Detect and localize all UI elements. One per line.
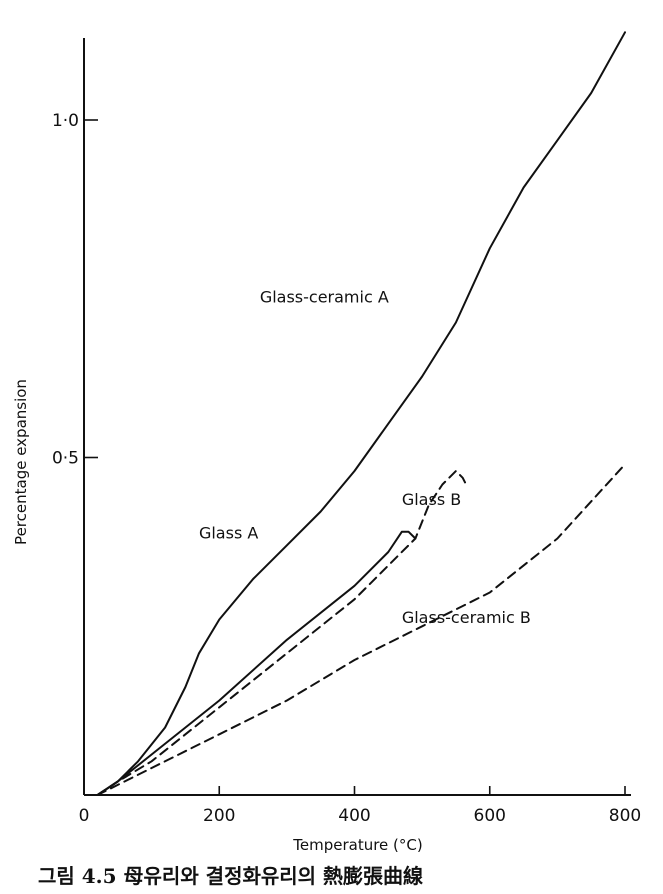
- x-tick-label-400: 400: [338, 806, 370, 826]
- series-lines: [96, 31, 626, 796]
- series-line-glass-b: [96, 470, 468, 796]
- series-line-glass-ceramic-a: [96, 31, 626, 796]
- figure-caption: 그림 4.5 母유리와 결정화유리의 熱膨張曲線: [38, 864, 424, 888]
- series-labels: Glass-ceramic A Glass A Glass B Glass-ceram…: [199, 287, 531, 627]
- y-axis-label: Percentage expansion: [12, 379, 30, 545]
- x-tick-label-200: 200: [203, 806, 235, 826]
- x-axis-label: Temperature (°C): [292, 836, 422, 854]
- axes: [83, 38, 631, 796]
- label-glass-ceramic-b: Glass-ceramic B: [402, 608, 531, 627]
- series-line-glass-a: [96, 530, 417, 796]
- label-glass-ceramic-a: Glass-ceramic A: [260, 287, 389, 306]
- y-tick-label-1: 1·0: [52, 111, 79, 131]
- series-line-glass-ceramic-b: [96, 463, 626, 796]
- axis-ticks: 0 200 400 600 800 0·5 1·0: [52, 111, 641, 826]
- y-tick-label-0: 0·5: [52, 449, 79, 469]
- x-tick-label-600: 600: [474, 806, 506, 826]
- label-glass-a: Glass A: [199, 524, 258, 543]
- label-glass-b: Glass B: [402, 490, 461, 509]
- x-tick-label-0: 0: [79, 806, 90, 826]
- x-tick-label-800: 800: [609, 806, 641, 826]
